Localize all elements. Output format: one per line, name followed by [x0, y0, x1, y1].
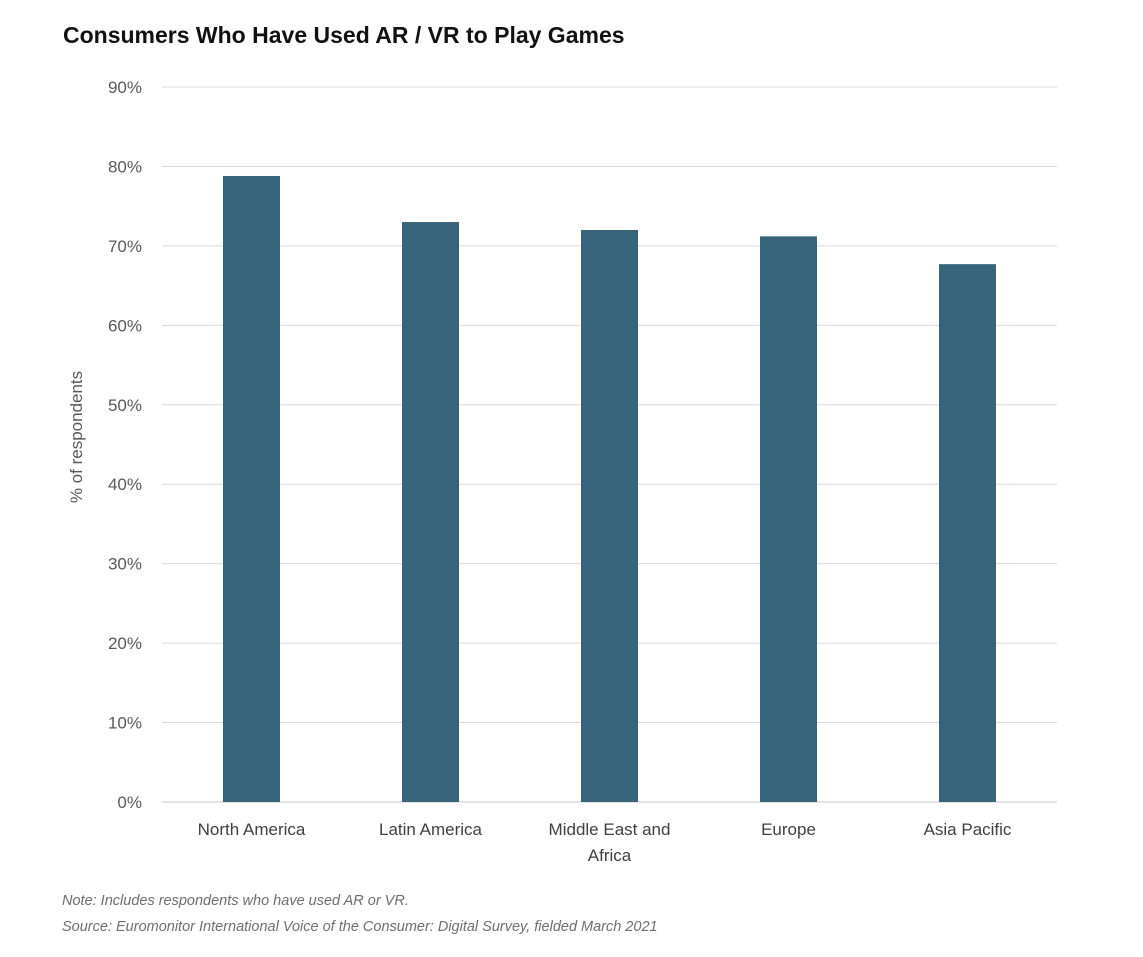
bar [760, 236, 817, 802]
chart-title: Consumers Who Have Used AR / VR to Play … [63, 22, 625, 48]
bar [581, 230, 638, 802]
bar [402, 222, 459, 803]
x-tick-label: Europe [761, 820, 816, 839]
y-tick-label: 40% [108, 475, 142, 494]
y-tick-label: 10% [108, 714, 142, 733]
bar [223, 175, 280, 802]
y-tick-label: 60% [108, 316, 142, 335]
y-tick-label: 20% [108, 634, 142, 653]
x-tick-label: Latin America [379, 820, 483, 839]
bar-chart: 0% 10% 20% 30% 40% 50% 60% 70% 80% 90% % of respon… [67, 78, 1057, 865]
y-tick-label: 30% [108, 555, 142, 574]
y-tick-label: 0% [117, 793, 142, 812]
y-tick-label: 70% [108, 237, 142, 256]
x-tick-label: Asia Pacific [924, 820, 1012, 839]
x-tick-label: North America [198, 820, 306, 839]
bar [939, 264, 996, 802]
y-tick-label: 50% [108, 396, 142, 415]
y-tick-label: 80% [108, 157, 142, 176]
chart-note: Note: Includes respondents who have used… [62, 893, 409, 909]
y-axis-label: % of respondents [67, 371, 86, 503]
x-tick-label: Middle East and Africa [549, 820, 671, 865]
y-tick-label: 90% [108, 78, 142, 97]
chart-source: Source: Euromonitor International Voice … [62, 919, 658, 935]
